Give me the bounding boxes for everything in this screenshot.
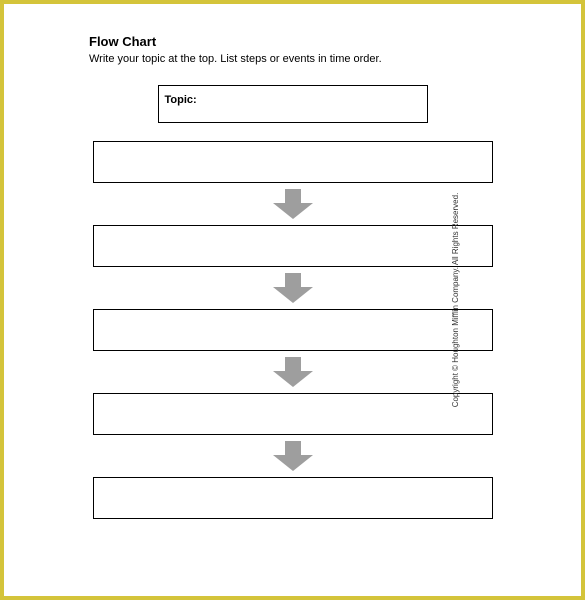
arrow-down-icon: [273, 357, 313, 387]
arrow-down-icon: [273, 273, 313, 303]
step-box-3: [93, 309, 493, 351]
arrow-down-icon: [273, 441, 313, 471]
arrow-down-icon: [273, 189, 313, 219]
page-frame: Flow Chart Write your topic at the top. …: [0, 0, 585, 600]
topic-box: Topic:: [158, 85, 428, 123]
step-box-1: [93, 141, 493, 183]
page-subtitle: Write your topic at the top. List steps …: [89, 53, 531, 65]
step-box-5: [93, 477, 493, 519]
step-box-2: [93, 225, 493, 267]
flowchart-container: Topic:: [93, 85, 493, 519]
topic-label: Topic:: [165, 94, 197, 106]
copyright-text: Copyright © Houghton Mifflin Company. Al…: [451, 193, 460, 408]
step-box-4: [93, 393, 493, 435]
header: Flow Chart Write your topic at the top. …: [89, 34, 531, 65]
page-title: Flow Chart: [89, 34, 531, 49]
